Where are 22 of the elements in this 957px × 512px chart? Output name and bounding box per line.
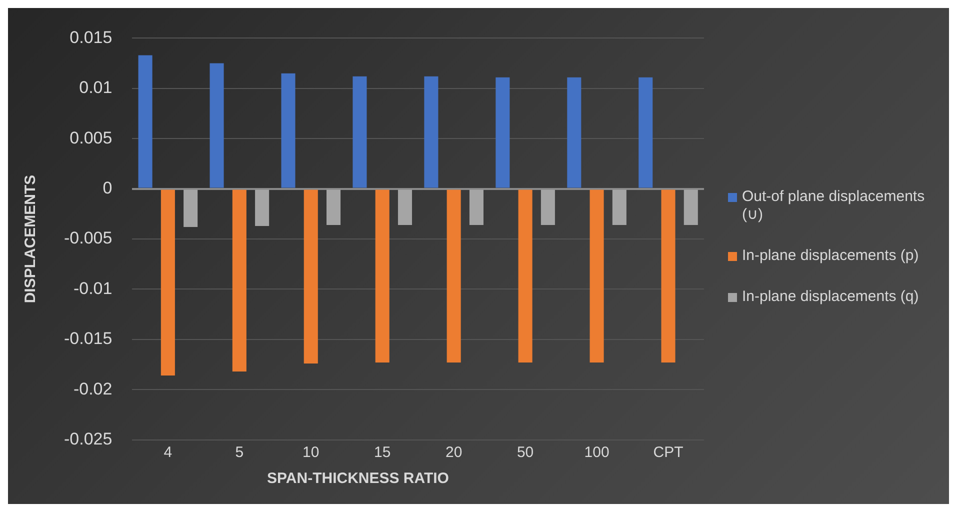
x-tick-label: 20 [445, 444, 462, 461]
x-tick-label: 50 [516, 444, 534, 461]
legend-label: In-plane displacements (q) [742, 288, 919, 305]
x-tick-label: 10 [302, 444, 320, 461]
x-axis-title: SPAN-THICKNESS RATIO [266, 470, 450, 487]
y-tick-label: -0.005 [64, 228, 112, 248]
legend-label: Out-of plane displacements (∪) [742, 188, 926, 223]
y-tick-label: -0.01 [73, 278, 112, 298]
y-axis-title: DISPLACEMENTS [22, 174, 40, 304]
y-tick-label: 0 [102, 178, 112, 198]
legend-label: In-plane displacements (p) [742, 247, 919, 264]
x-tick-label: 4 [164, 444, 172, 461]
y-tick-label: 0.01 [79, 78, 112, 98]
x-tick-label: CPT [653, 444, 684, 461]
y-tick-label: -0.02 [73, 379, 112, 398]
y-tick-label: -0.015 [64, 329, 112, 348]
x-tick-label: 15 [374, 444, 391, 461]
x-tick-label: 5 [235, 444, 244, 461]
y-tick-label: -0.025 [64, 429, 112, 448]
y-tick-label: 0.005 [70, 128, 112, 148]
y-tick-label: 0.015 [70, 28, 112, 47]
x-tick-label: 100 [584, 444, 610, 461]
